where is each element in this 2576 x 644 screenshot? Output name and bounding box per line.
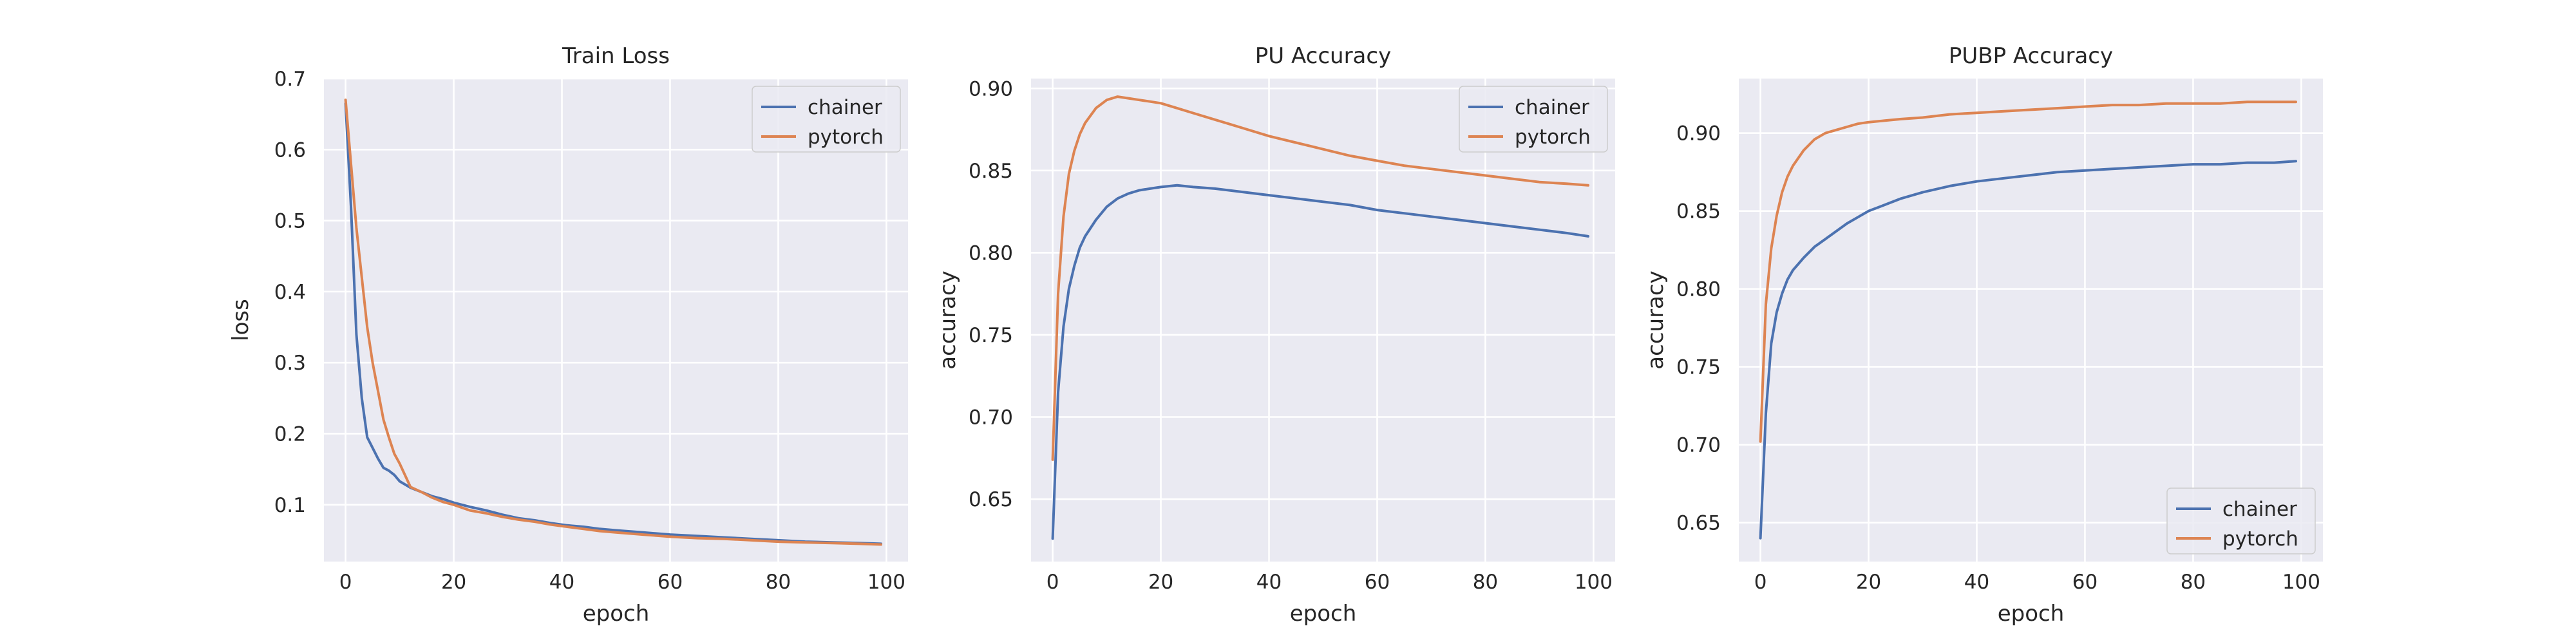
chart-1-x-axis-label: epoch [583, 601, 650, 627]
chart-3-series-chainer-line [1759, 160, 2297, 540]
chart-2-x-axis-label: epoch [1290, 601, 1357, 627]
chart-2-x-tick-label: 80 [1473, 571, 1498, 594]
chart-3-x-axis-label: epoch [1998, 601, 2065, 627]
chart-1-y-tick-label: 0.5 [274, 210, 306, 233]
chart-3-y-tick-label: 0.65 [1676, 512, 1721, 535]
chart-3-x-tick-label: 60 [2072, 571, 2098, 594]
chart-1-series-pytorch-line [344, 99, 882, 546]
chart-3-x-tick-label: 80 [2181, 571, 2206, 594]
chart-3-series-pytorch-line [1759, 100, 2297, 443]
chart-2-y-tick-label: 0.75 [969, 324, 1013, 347]
chart-3-legend-label-chainer: chainer [2222, 498, 2297, 521]
chart-1-y-tick-label: 0.7 [274, 68, 306, 91]
chart-3-plot-area [1739, 79, 2323, 562]
chart-2-y-tick-label: 0.90 [969, 77, 1013, 100]
chart-2-x-tick-label: 60 [1365, 571, 1390, 594]
chart-1-x-tick-label: 20 [441, 571, 466, 594]
chart-3-legend-label-pytorch: pytorch [2222, 527, 2298, 551]
chart-2-y-tick-label: 0.85 [969, 160, 1013, 183]
chart-2-legend-label-pytorch: pytorch [1515, 126, 1591, 149]
chart-1-legend-label-pytorch: pytorch [808, 126, 884, 149]
chart-1-x-tick-label: 0 [339, 571, 352, 594]
chart-3-x-tick-label: 20 [1856, 571, 1881, 594]
chart-2-x-tick-label: 100 [1575, 571, 1613, 594]
chart-2-x-tick-label: 20 [1148, 571, 1173, 594]
chart-2-series-chainer-line [1051, 184, 1589, 540]
chart-1-y-tick-label: 0.3 [274, 352, 306, 375]
chart-3-x-tick-label: 100 [2282, 571, 2320, 594]
chart-2-x-tick-label: 0 [1046, 571, 1059, 594]
chart-2-title: PU Accuracy [1255, 43, 1391, 69]
chart-1-title: Train Loss [562, 43, 670, 69]
chart-2-series-pytorch-line [1051, 95, 1589, 461]
chart-3-title: PUBP Accuracy [1949, 43, 2113, 69]
chart-1-x-tick-label: 60 [658, 571, 683, 594]
chart-3-y-axis-label: accuracy [1643, 270, 1669, 369]
chart-1-legend-label-chainer: chainer [808, 96, 882, 119]
chart-2-y-tick-label: 0.70 [969, 406, 1013, 430]
chart-3-y-tick-label: 0.80 [1676, 278, 1721, 301]
chart-3-y-tick-label: 0.75 [1676, 356, 1721, 379]
chart-1-y-tick-label: 0.4 [274, 281, 306, 304]
chart-1-y-tick-label: 0.2 [274, 422, 306, 446]
chart-3-x-tick-label: 0 [1754, 571, 1767, 594]
chart-3-y-tick-label: 0.70 [1676, 434, 1721, 457]
chart-3-y-tick-label: 0.85 [1676, 200, 1721, 223]
chart-1-plot-area [324, 79, 908, 562]
chart-3-y-tick-label: 0.90 [1676, 122, 1721, 146]
chart-2-y-tick-label: 0.80 [969, 242, 1013, 265]
chart-1-series-chainer-line [344, 102, 882, 545]
chart-1-y-axis-label: loss [228, 299, 254, 341]
chart-3-x-tick-label: 40 [1964, 571, 1989, 594]
chart-2-legend-label-chainer: chainer [1515, 96, 1589, 119]
chart-1-x-tick-label: 100 [867, 571, 905, 594]
chart-1-x-tick-label: 40 [549, 571, 574, 594]
chart-1-y-tick-label: 0.1 [274, 494, 306, 517]
chart-1-x-tick-label: 80 [766, 571, 791, 594]
chart-2-plot-area [1031, 79, 1615, 562]
chart-2-x-tick-label: 40 [1256, 571, 1282, 594]
chart-1-y-tick-label: 0.6 [274, 138, 306, 162]
chart-2-y-tick-label: 0.65 [969, 488, 1013, 511]
chart-2-y-axis-label: accuracy [935, 270, 961, 369]
